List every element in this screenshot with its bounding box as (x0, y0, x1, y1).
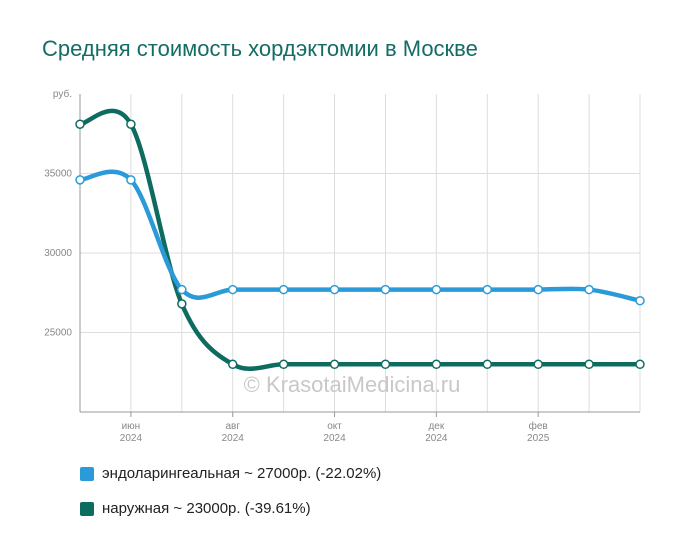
data-point[interactable] (584, 359, 594, 370)
watermark: © KrasotaiMedicina.ru (244, 372, 461, 397)
data-point[interactable] (635, 295, 645, 306)
legend-swatch-icon (80, 466, 94, 481)
data-point[interactable] (584, 284, 594, 295)
data-point[interactable] (380, 359, 391, 370)
data-point[interactable] (75, 119, 85, 129)
data-point[interactable] (177, 299, 187, 309)
data-point[interactable] (278, 284, 289, 295)
y-tick-label: 35000 (44, 169, 72, 180)
grid (80, 94, 641, 412)
data-point[interactable] (431, 359, 442, 370)
data-point[interactable] (635, 359, 645, 370)
legend-label: эндоларингеальная ~ 27000р. (-22.02%) (102, 465, 382, 482)
x-tick-label-year: 2024 (120, 433, 143, 444)
x-tick-label-year: 2025 (527, 433, 550, 444)
data-point[interactable] (533, 359, 543, 370)
axes: 350003000025000руб.июн2024авг2024окт2024… (44, 88, 640, 444)
x-tick-label-year: 2024 (425, 433, 448, 444)
series-line-1 (79, 108, 640, 371)
x-tick-label-month: фев (529, 420, 548, 432)
x-tick-label-year: 2024 (222, 433, 245, 444)
data-point[interactable] (482, 284, 493, 295)
data-point[interactable] (227, 359, 238, 370)
data-point[interactable] (533, 284, 543, 295)
data-point[interactable] (177, 284, 187, 295)
data-point[interactable] (75, 175, 85, 185)
legend-item-external[interactable]: наружная ~ 23000р. (-39.61%) (80, 500, 311, 517)
data-point[interactable] (329, 284, 340, 295)
x-tick-label-month: авг (225, 421, 240, 432)
x-tick-label-month: дек (428, 421, 444, 432)
data-point[interactable] (329, 359, 340, 370)
y-tick-label: 30000 (44, 248, 72, 259)
x-tick-label-month: июн (122, 421, 141, 432)
legend-swatch-icon (80, 501, 94, 516)
data-point[interactable] (380, 284, 391, 295)
legend-item-endolaryngeal[interactable]: эндоларингеальная ~ 27000р. (-22.02%) (80, 465, 381, 482)
data-point[interactable] (482, 359, 493, 370)
data-point[interactable] (431, 284, 442, 295)
data-point[interactable] (227, 284, 238, 295)
x-tick-label-year: 2024 (323, 433, 346, 444)
data-point[interactable] (126, 175, 136, 185)
data-point[interactable] (278, 359, 289, 370)
chart-title: Средняя стоимость хордэктомии в Москве (42, 36, 478, 61)
y-axis-label: руб. (53, 88, 72, 100)
y-tick-label: 25000 (44, 328, 72, 339)
series-group (75, 108, 645, 371)
legend-label: наружная ~ 23000р. (-39.61%) (102, 500, 311, 517)
data-point[interactable] (126, 119, 136, 129)
x-tick-label-month: окт (327, 421, 342, 432)
